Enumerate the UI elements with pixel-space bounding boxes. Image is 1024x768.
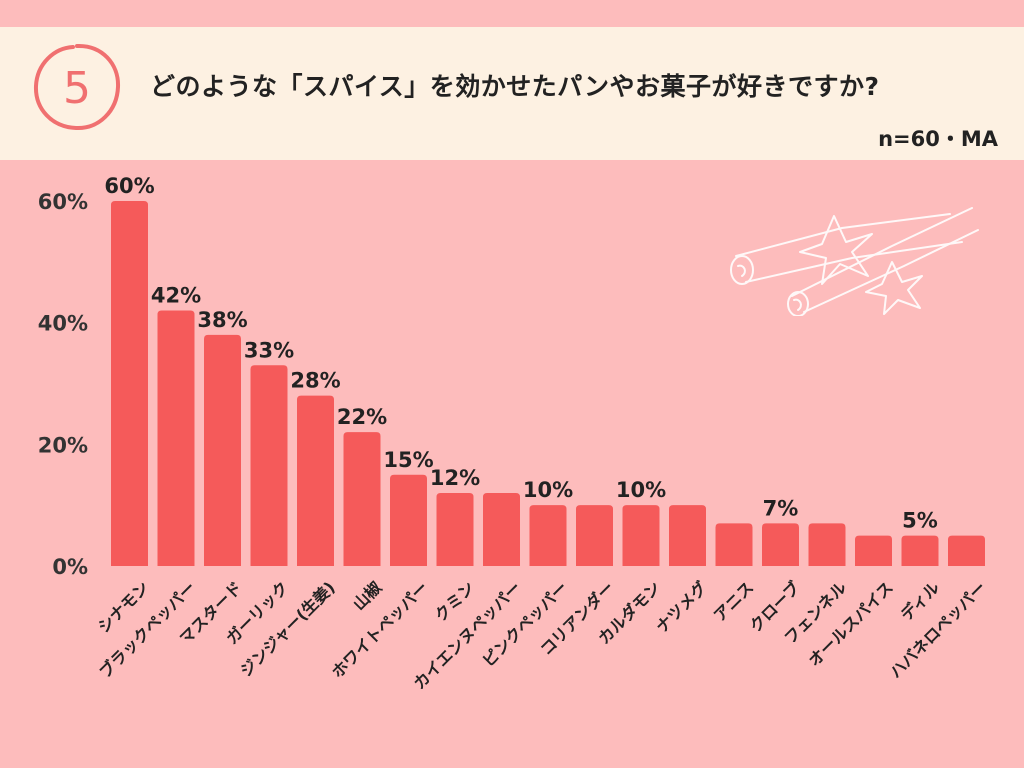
y-tick-label: 0% — [52, 555, 88, 579]
bar — [901, 535, 939, 566]
cinnamon-star-anise-icon — [730, 207, 979, 316]
bar — [250, 365, 288, 566]
y-tick-label: 60% — [38, 190, 88, 214]
y-tick-label: 20% — [38, 433, 88, 457]
question-number: 5 — [63, 63, 91, 114]
category-label: ナツメグ — [652, 578, 711, 637]
category-label: オールスパイス — [805, 578, 897, 670]
bar — [483, 493, 520, 566]
bar — [855, 535, 892, 566]
data-label: 15% — [383, 448, 433, 472]
bar — [622, 505, 660, 566]
data-label: 42% — [151, 284, 201, 308]
bar — [669, 505, 706, 566]
data-label: 12% — [430, 466, 480, 490]
bar — [948, 535, 985, 566]
bar — [715, 523, 753, 566]
header-banner: 5 どのような「スパイス」を効かせたパンやお菓子が好きですか? n=60・MA — [0, 27, 1024, 160]
bar — [343, 432, 381, 566]
bar — [436, 493, 474, 566]
data-label: 10% — [616, 478, 666, 502]
bar — [808, 523, 846, 566]
y-tick-label: 40% — [38, 312, 88, 336]
bar — [762, 523, 799, 566]
bar — [297, 395, 334, 566]
data-label: 10% — [523, 478, 573, 502]
data-label: 5% — [902, 509, 938, 533]
chart-subtitle: n=60・MA — [878, 127, 998, 151]
bar — [157, 310, 195, 566]
data-label: 60% — [104, 174, 154, 198]
bar — [204, 334, 241, 566]
bar — [390, 474, 427, 566]
chart-title: どのような「スパイス」を効かせたパンやお菓子が好きですか? — [150, 72, 880, 101]
data-label: 33% — [244, 338, 294, 362]
category-label: 山椒 — [349, 578, 385, 614]
bar — [529, 505, 567, 566]
data-label: 38% — [197, 308, 247, 332]
question-number-badge: 5 — [33, 43, 121, 131]
bar — [111, 201, 148, 566]
data-label: 28% — [290, 369, 340, 393]
data-label: 22% — [337, 405, 387, 429]
bar — [576, 505, 613, 566]
data-label: 7% — [763, 496, 799, 520]
